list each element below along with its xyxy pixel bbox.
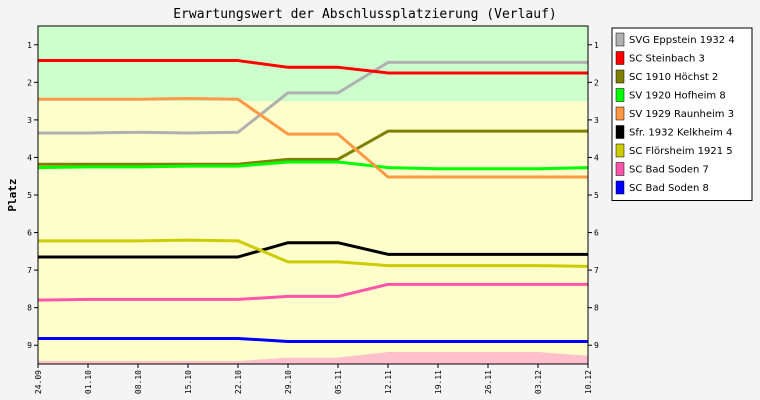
legend-swatch <box>615 88 625 102</box>
series-line-5 <box>38 96 588 179</box>
legend-swatch <box>615 180 625 195</box>
legend-label: SVG Eppstein 1932 4 <box>629 35 735 46</box>
legend-label: SV 1929 Raunheim 3 <box>629 109 734 120</box>
series-lines <box>37 59 589 343</box>
legend-label: SV 1920 Hofheim 8 <box>629 91 726 102</box>
y-tick-label-left: 9 <box>27 341 32 350</box>
y-tick-label-left: 7 <box>27 266 32 275</box>
series-line-6 <box>38 241 588 259</box>
zone-band-2 <box>38 101 588 364</box>
x-tick-label: 26.11 <box>484 370 493 394</box>
legend-label: SC Bad Soden 7 <box>629 165 709 176</box>
legend-label: SC Steinbach 3 <box>629 54 705 65</box>
x-tick-label: 05.11 <box>334 370 343 394</box>
x-tick-label: 10.12 <box>584 370 593 394</box>
y-axis-label: Platz <box>6 178 19 211</box>
series-line-1 <box>38 60 588 135</box>
x-tick-label: 24.09 <box>34 370 43 394</box>
chart-title: Erwartungswert der Abschlussplatzierung … <box>173 7 557 22</box>
series-line-8 <box>37 282 588 302</box>
y-tick-label-left: 2 <box>27 78 32 87</box>
background-zones <box>38 26 588 364</box>
legend-swatch <box>615 69 625 84</box>
legend: SVG Eppstein 1932 4 SC Steinbach 3 SC 1910… <box>611 27 753 201</box>
legend-swatch <box>615 125 625 139</box>
legend-swatch <box>615 106 625 121</box>
y-tick-label-left: 6 <box>27 229 32 238</box>
x-tick-label: 19.11 <box>434 370 443 394</box>
y-ticks-right: 1 2 3 4 5 6 7 8 9 <box>588 41 599 350</box>
y-tick-label-right: 6 <box>594 229 599 238</box>
series-line-3 <box>38 129 588 166</box>
legend-label: Sfr. 1932 Kelkheim 4 <box>629 128 732 139</box>
y-tick-label-left: 5 <box>27 191 32 200</box>
x-tick-label: 22.10 <box>234 370 243 394</box>
x-tick-label: 08.10 <box>134 370 143 394</box>
y-tick-label-left: 4 <box>27 153 32 162</box>
legend-label: SC 1910 Höchst 2 <box>629 72 718 83</box>
x-tick-label: 15.10 <box>184 370 193 394</box>
bottom-band <box>38 351 588 364</box>
legend-label: SC Flörsheim 1921 5 <box>629 146 733 157</box>
legend-swatch <box>615 162 625 176</box>
x-tick-label: 01.10 <box>84 370 93 394</box>
legend-box <box>611 27 753 201</box>
bottom-band-area <box>38 351 588 364</box>
x-tick-label: 12.11 <box>384 370 393 394</box>
series-line-7 <box>38 238 589 268</box>
legend-swatch <box>615 32 625 47</box>
y-tick-label-right: 4 <box>594 153 599 162</box>
y-tick-label-right: 5 <box>594 191 599 200</box>
series-line-9 <box>38 336 588 343</box>
y-tick-label-left: 1 <box>27 41 32 50</box>
x-tick-label: 29.10 <box>284 370 293 394</box>
y-tick-label-right: 8 <box>594 304 599 313</box>
y-tick-label-left: 8 <box>27 304 32 313</box>
legend-swatch <box>615 51 625 65</box>
series-line-2 <box>38 59 588 75</box>
y-tick-label-right: 1 <box>594 41 599 50</box>
legend-swatch <box>615 143 625 158</box>
y-ticks-left: 1 2 3 4 5 6 7 8 9 <box>27 41 38 350</box>
y-tick-label-right: 7 <box>594 266 599 275</box>
series-line-4 <box>37 160 589 171</box>
x-ticks: 24.09 01.10 08.10 15.10 22.10 29.10 05.11 12.11… <box>34 364 593 394</box>
y-tick-label-right: 9 <box>594 341 599 350</box>
x-tick-label: 03.12 <box>534 370 543 394</box>
y-tick-label-right: 3 <box>594 116 599 125</box>
legend-label: SC Bad Soden 8 <box>629 183 709 194</box>
y-tick-label-left: 3 <box>27 116 32 125</box>
y-tick-label-right: 2 <box>594 78 599 87</box>
